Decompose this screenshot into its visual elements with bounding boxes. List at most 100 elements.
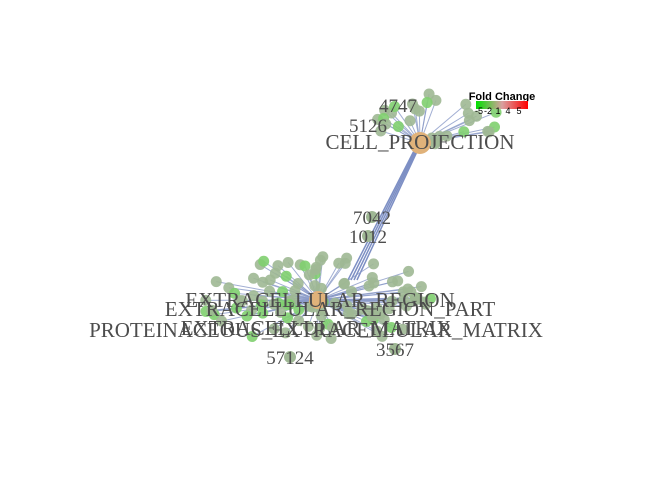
legend-tick-label: -2 (484, 106, 492, 116)
gene-node (268, 298, 280, 310)
gene-node (255, 299, 267, 311)
gene-node (338, 277, 350, 289)
gene-node (383, 303, 395, 315)
gene-node (311, 329, 323, 341)
gene-node (458, 126, 470, 138)
gene-node (423, 88, 435, 100)
legend-tick-label: 4 (505, 106, 510, 116)
gene-node (282, 312, 294, 324)
legend: Fold Change -5 -2 1 4 5 (469, 91, 536, 116)
gene-node (248, 272, 260, 284)
node-label: 3567 (376, 340, 414, 361)
edge (347, 142, 419, 281)
gene-node (376, 330, 388, 342)
gene-node (241, 310, 253, 322)
gene-node (277, 286, 289, 298)
gene-node (258, 255, 270, 267)
legend-title: Fold Change (469, 91, 536, 103)
labels: CELL_PROJECTIONEXTRACELLULAR_REGIONEXTRA… (89, 96, 543, 369)
node-label: 4747 (379, 96, 417, 117)
edge (353, 142, 421, 281)
gene-node (483, 126, 495, 138)
category-nodes (309, 132, 431, 309)
node-label: PROTEINACEOUS_EXTRACELLULAR_MATRIX (89, 318, 543, 342)
gene-node (460, 98, 472, 110)
edge (356, 142, 422, 281)
gene-node (302, 320, 314, 332)
gene-node (210, 276, 222, 288)
gene-node (434, 130, 446, 142)
gene-node (268, 323, 280, 335)
gene-node (420, 298, 432, 310)
gene-node (329, 297, 341, 309)
gene-node (299, 260, 311, 272)
gene-node (279, 327, 291, 339)
gene-node (333, 257, 345, 269)
gene-node (415, 281, 427, 293)
gene-node (317, 251, 329, 263)
gene-node (303, 269, 315, 281)
gene-node (392, 275, 404, 287)
legend-tick-label: -5 (475, 106, 483, 116)
gene-node (293, 304, 305, 316)
gene-node (292, 277, 304, 289)
gene-node (463, 115, 475, 127)
node-label: EXTRACELLULAR_REGION (185, 288, 454, 312)
gene-node (282, 256, 294, 268)
node-label: CELL_PROJECTION (326, 130, 515, 154)
gene-node (392, 121, 404, 133)
gene-node (402, 283, 414, 295)
gene-node (216, 315, 228, 327)
gene-node (345, 285, 357, 297)
node-label: EXTRACELLULAR_REGION_PART (165, 297, 496, 321)
node-label: 57124 (266, 348, 314, 369)
gene-node (206, 304, 218, 316)
gene-node (389, 101, 401, 113)
gene-node (200, 294, 212, 306)
gene-node (283, 299, 295, 311)
gene-node (408, 295, 420, 307)
gene-node (385, 322, 397, 334)
gene-node (368, 258, 380, 270)
gene-node (398, 294, 410, 306)
gene-node (403, 265, 415, 277)
gene-node (246, 331, 258, 343)
gene-node (234, 295, 246, 307)
edge (350, 142, 420, 281)
gene-node (490, 106, 502, 118)
node-label: 5126 (349, 116, 387, 137)
gene-nodes (200, 88, 502, 363)
gene-node (284, 351, 296, 363)
gene-node (264, 285, 276, 297)
node-label: 7042 (353, 208, 391, 229)
gene-node (421, 97, 433, 109)
category-node (409, 132, 431, 154)
node-label: EXTRACELLULAR_MATRIX (181, 316, 452, 340)
gene-node (315, 310, 327, 322)
gene-node (397, 323, 409, 335)
legend-tick-label: 1 (495, 106, 500, 116)
node-label: 1012 (349, 227, 387, 248)
legend-colorbar (476, 101, 528, 109)
gene-node (264, 274, 276, 286)
gene-node (310, 261, 322, 273)
gene-node (327, 322, 339, 334)
gene-node (257, 307, 269, 319)
gene-node (366, 211, 378, 223)
gene-node (293, 315, 305, 327)
gene-node (362, 230, 374, 242)
gene-node (409, 103, 421, 115)
gene-node (368, 277, 380, 289)
gene-node (389, 343, 401, 355)
gene-node (272, 260, 284, 272)
gene-node (380, 118, 392, 130)
category-node (309, 291, 327, 309)
gene-node (325, 332, 337, 344)
gene-node (342, 308, 354, 320)
gene-node (280, 270, 292, 282)
gene-node (248, 290, 260, 302)
legend-tick-label: 5 (516, 106, 521, 116)
gene-node (404, 115, 416, 127)
